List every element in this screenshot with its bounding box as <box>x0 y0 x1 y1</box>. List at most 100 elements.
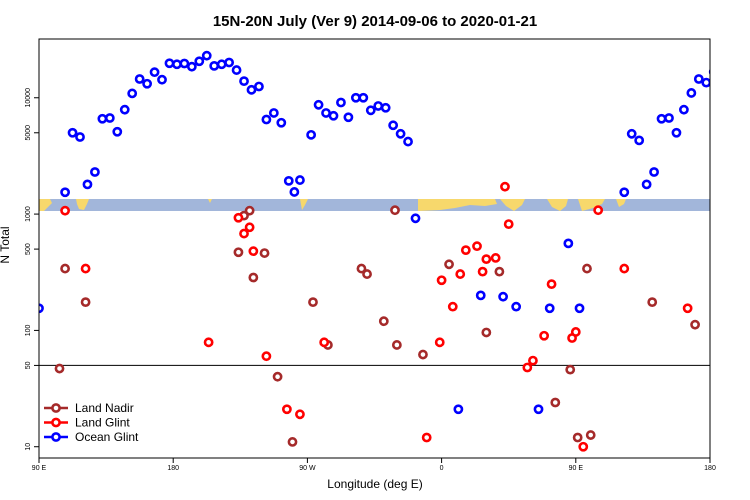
data-point <box>582 263 592 274</box>
data-point <box>80 297 91 308</box>
data-point <box>239 228 249 239</box>
data-point <box>434 337 445 348</box>
ocean-band <box>39 199 710 211</box>
data-point <box>244 205 255 216</box>
data-point <box>373 101 384 111</box>
data-point <box>403 136 413 147</box>
data-point <box>503 219 514 230</box>
y-tick-label: 1000 <box>25 206 32 222</box>
y-tick-label: 10000 <box>25 88 32 108</box>
data-point <box>544 303 555 314</box>
data-point <box>272 371 283 382</box>
y-axis: 10 50 100 500 1000 5000 10000 <box>25 88 39 451</box>
data-point <box>194 56 205 67</box>
data-point <box>343 112 354 123</box>
x-axis-label: Longitude (deg E) <box>327 477 422 491</box>
data-point <box>149 67 160 78</box>
data-point <box>436 275 447 286</box>
data-point <box>261 114 272 125</box>
data-point <box>380 102 391 113</box>
data-point <box>634 135 645 146</box>
data-point <box>701 77 710 88</box>
x-tick-label: 90 E <box>569 465 584 472</box>
data-point <box>127 88 138 99</box>
x-axis: 90 E 180 90 W 0 90 E 180 <box>32 458 716 472</box>
data-point <box>593 205 604 216</box>
data-point <box>395 128 406 139</box>
data-point <box>104 113 115 123</box>
data-point <box>477 266 488 277</box>
data-point <box>472 241 482 252</box>
data-point <box>444 259 454 270</box>
data-point <box>649 167 659 177</box>
data-point <box>619 187 630 198</box>
data-point <box>142 78 153 89</box>
data-point <box>410 213 421 224</box>
data-point <box>522 362 533 373</box>
data-point <box>82 179 93 190</box>
series-land-nadir <box>54 205 700 447</box>
data-point <box>528 355 538 366</box>
data-point <box>690 319 700 330</box>
data-point <box>244 222 255 233</box>
legend-item: Land Glint <box>44 416 130 430</box>
data-point <box>572 432 583 443</box>
data-point <box>75 132 85 142</box>
data-point <box>203 337 214 348</box>
data-point <box>418 349 428 360</box>
data-point <box>97 113 108 124</box>
legend-item: Ocean Glint <box>44 430 139 444</box>
data-points <box>39 50 732 452</box>
data-point <box>209 60 220 71</box>
data-point <box>574 303 585 314</box>
data-point <box>619 263 630 274</box>
data-point <box>295 409 305 420</box>
map-band <box>39 199 710 211</box>
data-point <box>54 363 65 374</box>
data-point <box>546 279 557 290</box>
data-point <box>233 247 244 258</box>
data-point <box>421 432 432 443</box>
data-point <box>164 58 175 69</box>
data-point <box>179 58 190 69</box>
data-point <box>708 68 710 76</box>
data-point <box>261 351 272 362</box>
land-patch <box>418 199 497 211</box>
data-point <box>460 245 471 256</box>
data-point <box>455 269 466 279</box>
data-point <box>490 253 501 263</box>
land-patch <box>500 199 525 211</box>
data-point <box>725 59 732 66</box>
data-point <box>112 126 123 137</box>
series-ocean-glint <box>39 50 732 415</box>
land-patch <box>76 199 89 210</box>
data-point <box>641 179 652 190</box>
legend-marker <box>51 417 61 428</box>
data-point <box>239 76 249 87</box>
plot-frame <box>38 38 711 459</box>
data-point <box>533 404 544 415</box>
y-tick-label: 100 <box>25 324 32 336</box>
y-tick-label: 50 <box>25 361 32 369</box>
data-point <box>90 167 100 177</box>
data-point <box>664 113 674 123</box>
x-tick-label: 180 <box>704 465 716 472</box>
chart-title: 15N-20N July (Ver 9) 2014-09-06 to 2020-… <box>213 13 537 30</box>
y-tick-label: 5000 <box>25 125 32 141</box>
data-point <box>60 187 70 198</box>
data-point <box>336 97 346 108</box>
legend-label: Land Nadir <box>75 401 134 415</box>
x-tick-label: 90 E <box>32 465 47 472</box>
data-point <box>281 404 292 415</box>
y-tick-label: 500 <box>25 243 32 255</box>
data-point <box>60 205 70 216</box>
data-point <box>321 108 331 118</box>
data-point <box>391 340 402 350</box>
data-point <box>289 187 300 197</box>
y-tick-label: 10 <box>25 443 32 451</box>
legend-label: Ocean Glint <box>75 430 139 444</box>
data-point <box>563 238 574 249</box>
data-point <box>276 117 287 128</box>
